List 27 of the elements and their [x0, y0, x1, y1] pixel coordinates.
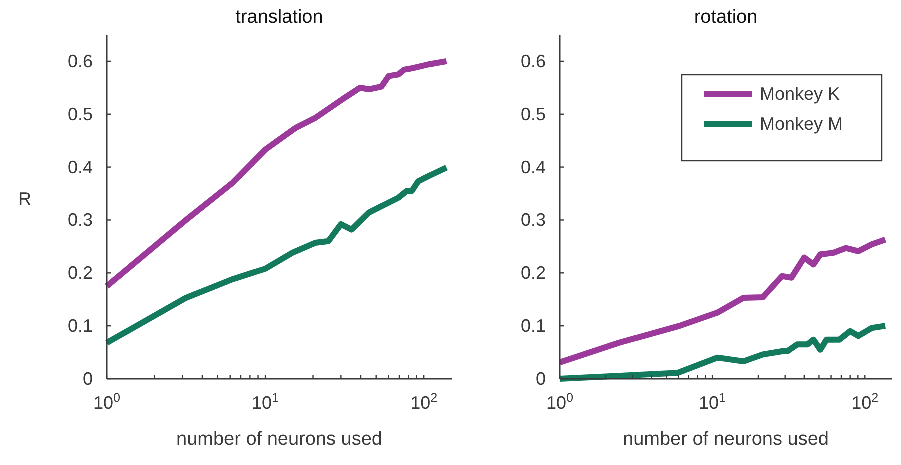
y-tick-label: 0.5 [520, 104, 546, 124]
x-axis-title: number of neurons used [176, 429, 382, 450]
x-axis-title: number of neurons used [623, 429, 829, 450]
chart-title: translation [236, 7, 324, 28]
y-tick-label: 0 [536, 369, 546, 389]
y-tick-label: 0.6 [520, 51, 546, 72]
y-tick-label: 0.4 [520, 157, 546, 178]
chart-title: rotation [694, 7, 758, 28]
x-tick-label: 10$^{0}$ [93, 391, 121, 413]
y-tick-label: 0.2 [68, 263, 93, 284]
y-tick-label: 0 [82, 369, 93, 389]
x-tick-label: 10$^{2}$ [410, 391, 438, 413]
x-tick-label: 10$^{0}$ [546, 391, 574, 413]
legend-label: Monkey K [760, 84, 840, 104]
y-tick-label: 0.2 [520, 263, 546, 284]
y-tick-label: 0.3 [68, 210, 93, 230]
x-tick-label: 10$^{1}$ [699, 391, 726, 413]
y-tick-label: 0.1 [68, 316, 93, 336]
y-axis-title: R [18, 189, 32, 209]
x-tick-label: 10$^{1}$ [252, 391, 280, 413]
legend-label: Monkey M [760, 114, 844, 134]
y-tick-label: 0.1 [520, 316, 546, 336]
y-tick-label: 0.5 [68, 104, 93, 124]
y-tick-label: 0.4 [68, 157, 93, 178]
y-tick-label: 0.6 [68, 51, 93, 72]
y-tick-label: 0.3 [520, 210, 546, 230]
x-tick-label: 10$^{2}$ [852, 391, 879, 413]
